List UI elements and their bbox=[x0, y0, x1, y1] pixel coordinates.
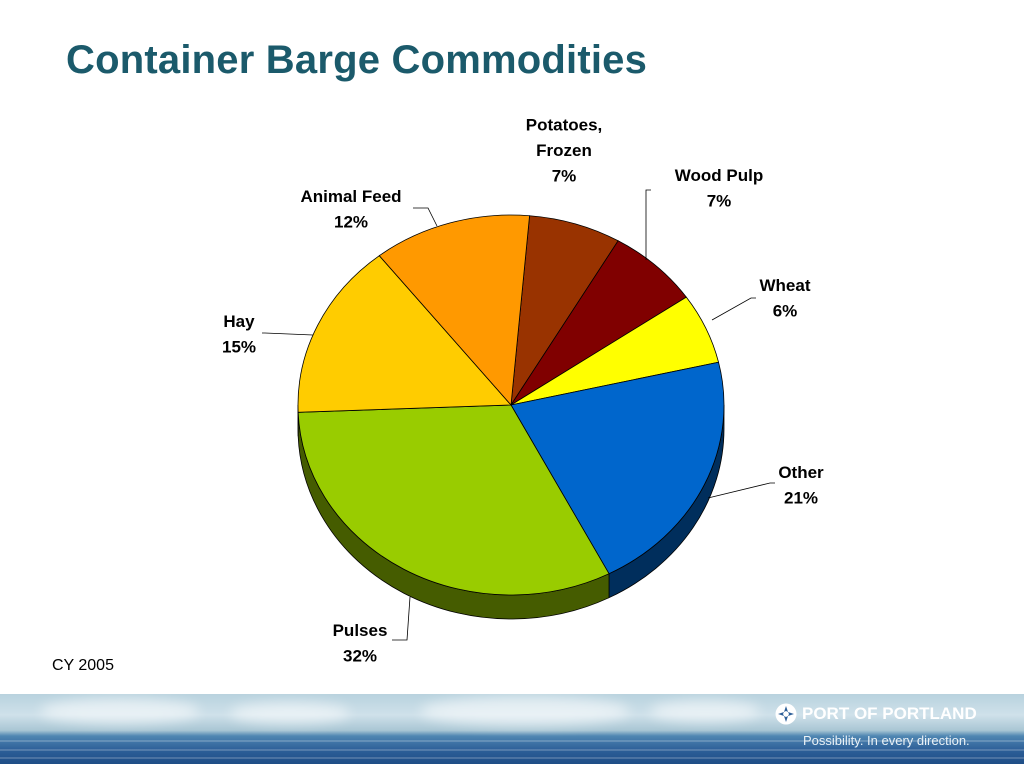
cloud-decoration bbox=[420, 696, 630, 726]
leader-line-wood-pulp bbox=[645, 189, 651, 260]
port-of-portland-logo-icon bbox=[775, 703, 797, 725]
data-label-name-potatoes-frozen: Frozen bbox=[536, 141, 592, 160]
sea-line bbox=[0, 757, 1024, 759]
pie-slice-pulses bbox=[297, 404, 610, 596]
data-label-name-animal-feed: Animal Feed bbox=[300, 187, 401, 206]
data-label-value-animal-feed: 12% bbox=[334, 213, 368, 232]
brand-name: PORT OF PORTLAND bbox=[802, 704, 977, 723]
data-label-value-potatoes-frozen: 7% bbox=[552, 167, 577, 186]
leader-line-wheat bbox=[711, 297, 756, 321]
data-label-value-other: 21% bbox=[784, 489, 818, 508]
pie-slice-hay bbox=[297, 255, 512, 413]
year-note: CY 2005 bbox=[52, 657, 114, 674]
pie-chart: Potatoes, Frozen 7% Wood Pulp 7% Wheat 6% Other… bbox=[222, 116, 824, 666]
data-label-name-wood-pulp: Wood Pulp bbox=[675, 166, 763, 185]
data-label-value-hay: 15% bbox=[222, 338, 256, 357]
cloud-decoration bbox=[40, 698, 200, 724]
data-label-value-wheat: 6% bbox=[773, 302, 798, 321]
pie-slice-animal-feed bbox=[378, 214, 531, 406]
data-label-name-hay: Hay bbox=[223, 312, 255, 331]
brand-tagline: Possibility. In every direction. bbox=[803, 733, 970, 748]
leader-line-animal-feed bbox=[413, 207, 438, 227]
cloud-decoration bbox=[650, 700, 760, 722]
data-label-value-wood-pulp: 7% bbox=[707, 192, 732, 211]
page-title: Container Barge Commodities bbox=[66, 38, 648, 82]
data-labels: Potatoes, Frozen 7% Wood Pulp 7% Wheat 6% Other… bbox=[222, 116, 824, 666]
pie-slice-other bbox=[510, 361, 725, 575]
leader-line-other bbox=[707, 482, 775, 499]
data-label-name-pulses: Pulses bbox=[333, 621, 388, 640]
data-label-name-other: Other bbox=[778, 463, 824, 482]
cloud-decoration bbox=[230, 702, 350, 724]
footer-banner: PORT OF PORTLAND Possibility. In every d… bbox=[0, 694, 1024, 764]
leader-line-hay bbox=[262, 332, 314, 336]
data-label-name-wheat: Wheat bbox=[760, 276, 811, 295]
leader-line-pulses bbox=[392, 596, 411, 641]
sea-line bbox=[0, 749, 1024, 751]
pie-slices bbox=[297, 214, 725, 596]
data-label-value-pulses: 32% bbox=[343, 647, 377, 666]
sea-line bbox=[0, 740, 1024, 742]
data-label-name-potatoes-frozen: Potatoes, bbox=[526, 116, 603, 135]
